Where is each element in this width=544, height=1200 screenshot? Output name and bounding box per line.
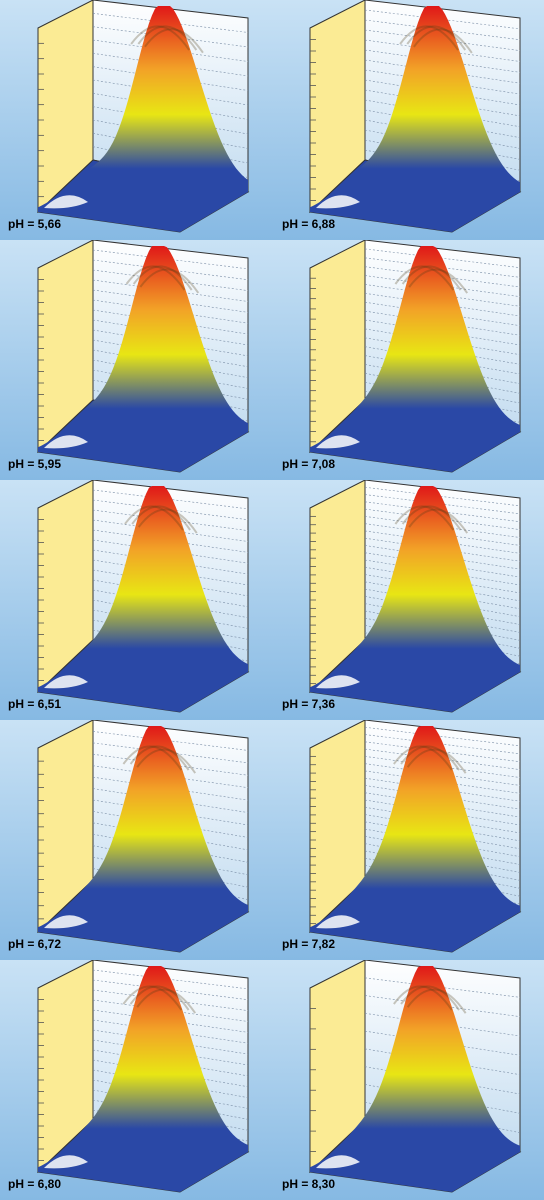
surface-ridge <box>137 508 198 534</box>
ph-label: pH = 5,95 <box>8 457 62 471</box>
ph-label: pH = 7,82 <box>282 937 336 951</box>
surface-ridge <box>144 28 204 54</box>
surface-ridge <box>408 268 469 294</box>
surface-peak <box>38 726 248 952</box>
surface-plot-panel: pH = 6,88 <box>272 0 544 240</box>
floor-shadow <box>44 675 88 689</box>
surface-ridge <box>137 25 198 51</box>
surface-peak <box>310 246 520 472</box>
surface-plot-panel: pH = 7,08 <box>272 240 544 480</box>
surface-plot-panel: pH = 7,36 <box>272 480 544 720</box>
surface-ridge <box>136 988 197 1014</box>
surface-ridge <box>139 268 200 294</box>
ph-label: pH = 7,36 <box>282 697 336 711</box>
surface-plot <box>0 720 272 960</box>
surface-plot <box>0 240 272 480</box>
surface-plot <box>272 720 544 960</box>
surface-ridge <box>413 28 473 54</box>
floor-shadow <box>316 435 360 449</box>
ph-label: pH = 5,66 <box>8 217 62 231</box>
floor-shadow <box>44 435 88 449</box>
surface-peak <box>38 246 248 472</box>
surface-ridge <box>401 265 462 291</box>
surface-peak <box>38 486 248 712</box>
surface-ridge <box>406 25 467 51</box>
surface-plot <box>272 0 544 240</box>
surface-ridge <box>406 748 467 774</box>
surface-ridge <box>122 985 183 1011</box>
surface-plot <box>272 480 544 720</box>
surface-plot-panel: pH = 7,82 <box>272 720 544 960</box>
floor-shadow <box>316 915 360 929</box>
surface-ridge <box>136 748 197 774</box>
surface-peak <box>310 6 520 232</box>
surface-plot-panel: pH = 6,80 <box>0 960 272 1200</box>
surface-plot <box>0 480 272 720</box>
surface-ridge <box>408 508 469 534</box>
surface-plot-panel: pH = 6,72 <box>0 720 272 960</box>
surface-ridge <box>400 745 460 771</box>
floor-shadow <box>316 675 360 689</box>
surface-ridge <box>394 265 455 291</box>
surface-ridge <box>401 505 462 531</box>
surface-plot <box>0 960 272 1200</box>
ph-label: pH = 7,08 <box>282 457 336 471</box>
surface-plot-panel: pH = 5,66 <box>0 0 272 240</box>
ph-label: pH = 6,80 <box>8 1177 62 1191</box>
surface-plot-panel: pH = 6,51 <box>0 480 272 720</box>
surface-peak <box>38 966 248 1192</box>
surface-plot <box>272 960 544 1200</box>
surface-ridge <box>399 25 459 51</box>
surface-ridge <box>124 505 184 531</box>
floor-shadow <box>316 1155 360 1169</box>
floor-shadow <box>44 1155 88 1169</box>
floor-shadow <box>44 915 88 929</box>
surface-plot-panel: pH = 8,30 <box>272 960 544 1200</box>
surface-peak <box>310 726 520 952</box>
ph-label: pH = 8,30 <box>282 1177 336 1191</box>
surface-ridge <box>394 505 455 531</box>
floor-shadow <box>316 195 360 209</box>
ph-label: pH = 6,88 <box>282 217 336 231</box>
surface-peak <box>38 6 248 232</box>
ph-label: pH = 6,72 <box>8 937 62 951</box>
surface-ridge <box>393 745 453 771</box>
surface-ridge <box>393 985 453 1011</box>
surface-plot <box>272 240 544 480</box>
surface-ridge <box>400 985 460 1011</box>
surface-ridge <box>406 988 467 1014</box>
floor-shadow <box>44 195 88 209</box>
surface-ridge <box>131 505 191 531</box>
surface-ridge <box>122 745 183 771</box>
surface-ridge <box>129 745 190 771</box>
surface-plot-panel: pH = 5,95 <box>0 240 272 480</box>
surface-plot <box>0 0 272 240</box>
surface-peak <box>310 486 520 712</box>
surface-ridge <box>132 265 193 291</box>
surface-ridge <box>130 25 190 51</box>
surface-peak <box>310 966 520 1192</box>
surface-ridge <box>129 985 190 1011</box>
surface-ridge <box>125 265 186 291</box>
ph-label: pH = 6,51 <box>8 697 62 711</box>
